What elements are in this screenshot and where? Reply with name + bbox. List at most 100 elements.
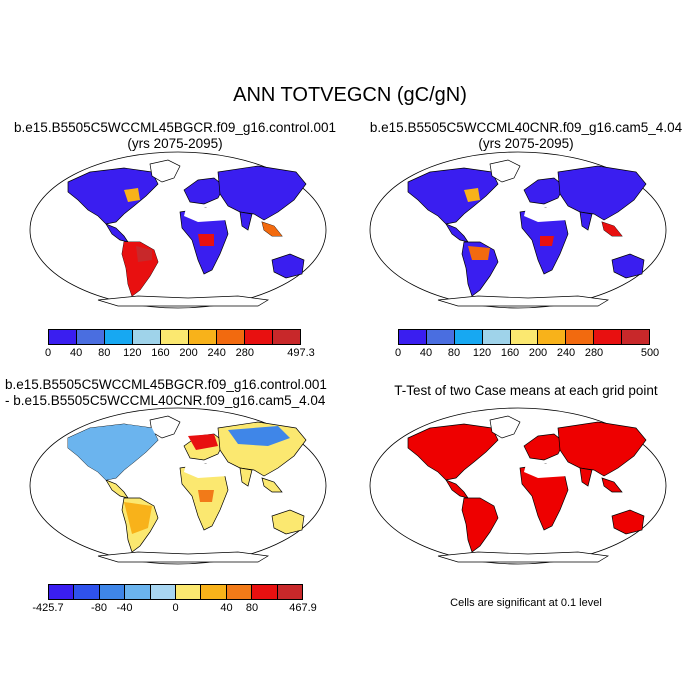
panel2-title-line1: b.e15.B5505C5WCCML40CNR.f09_g16.cam5_4.0… <box>369 120 683 135</box>
colorbar-swatch <box>189 330 217 344</box>
panel2-colorbar-ticks: 0 40 80 120 160 200 240 280 500 <box>394 347 659 361</box>
landmass-seasia <box>261 477 283 493</box>
colorbar-swatch <box>105 330 133 344</box>
landmass-antarctica <box>97 295 270 307</box>
colorbar-tick-label: 500 <box>640 347 660 359</box>
panel3-map <box>29 407 327 565</box>
colorbar-swatch <box>226 585 253 599</box>
not-significant-region <box>524 464 568 478</box>
value-region <box>228 426 290 446</box>
value-region <box>68 424 158 480</box>
colorbar-tick-label: 40 <box>69 347 83 359</box>
colorbar-tick-label: 0 <box>44 347 52 359</box>
colorbar-tick-label: 0 <box>172 602 179 614</box>
landmass-greenland <box>149 159 181 183</box>
panel3-colorbar <box>48 584 303 600</box>
colorbar-tick-label: 120 <box>472 347 492 359</box>
panel1-colorbar <box>48 329 301 345</box>
panel1-map <box>29 151 327 309</box>
value-region <box>262 222 282 236</box>
landmass-greenland <box>489 159 521 183</box>
colorbar-tick-label: 0 <box>394 347 402 359</box>
colorbar-swatch <box>125 585 151 599</box>
panel1-title-line1: b.e15.B5505C5WCCML45BGCR.f09_g16.control… <box>14 120 336 135</box>
value-region <box>188 434 218 450</box>
colorbar-tick-label: 497.3 <box>287 347 315 359</box>
colorbar-tick-label: 80 <box>447 347 461 359</box>
no-data-region <box>184 464 228 478</box>
colorbar-swatch <box>277 585 303 599</box>
colorbar-swatch <box>426 330 455 344</box>
landmass-antarctica <box>437 295 610 307</box>
landmass-india <box>579 211 593 231</box>
colorbar-tick-label: 280 <box>584 347 604 359</box>
colorbar-tick-label: 160 <box>151 347 170 359</box>
colorbar-tick-label: 200 <box>528 347 548 359</box>
landmass-australia <box>271 253 305 279</box>
value-region <box>124 188 140 202</box>
landmass-australia <box>611 253 645 279</box>
colorbar-tick-label: 467.9 <box>289 602 317 614</box>
colorbar-swatch <box>74 585 100 599</box>
panel2-map <box>369 151 667 309</box>
landmass-asia <box>217 165 307 221</box>
colorbar-tick-label: -80 <box>91 602 107 614</box>
colorbar-swatch <box>150 585 177 599</box>
colorbar-swatch <box>77 330 105 344</box>
colorbar-tick-label: 160 <box>500 347 520 359</box>
panel3-colorbar-ticks: -425.7 -80 -40 0 40 80 467.9 <box>32 602 316 616</box>
colorbar-swatch <box>510 330 539 344</box>
landmass-australia <box>611 509 645 535</box>
colorbar-swatch <box>594 330 623 344</box>
colorbar-tick-label: 80 <box>98 347 111 359</box>
landmass-namerica <box>407 423 499 481</box>
landmass-asia <box>557 421 647 477</box>
colorbar-swatch <box>176 585 202 599</box>
colorbar-tick-label: 280 <box>235 347 254 359</box>
colorbar-swatch <box>245 330 273 344</box>
colorbar-swatch <box>49 585 75 599</box>
colorbar-swatch <box>538 330 567 344</box>
panel3-title-line2: - b.e15.B5505C5WCCML40CNR.f09_g16.cam5_4… <box>5 393 326 408</box>
landmass-india <box>239 467 253 487</box>
value-region <box>602 222 622 236</box>
colorbar-swatch <box>161 330 189 344</box>
landmass-asia <box>557 165 647 221</box>
landmass-seasia <box>601 477 623 493</box>
panel2-title-line2: (yrs 2075-2095) <box>478 136 574 151</box>
colorbar-swatch <box>622 330 650 344</box>
colorbar-swatch <box>99 585 126 599</box>
significance-note: Cells are significant at 0.1 level <box>450 597 602 609</box>
panel4-title: T-Test of two Case means at each grid po… <box>394 383 658 398</box>
figure-title: ANN TOTVEGCN (gC/gN) <box>233 84 467 106</box>
landmass-namerica <box>67 167 159 225</box>
colorbar-tick-label: 240 <box>207 347 226 359</box>
value-region <box>136 246 152 262</box>
panel1-title-line2: (yrs 2075-2095) <box>127 136 223 151</box>
panel3-title-line1: b.e15.B5505C5WCCML45BGCR.f09_g16.control… <box>5 377 327 392</box>
colorbar-swatch <box>252 585 278 599</box>
value-region <box>468 246 490 260</box>
landmass-samerica <box>461 497 499 553</box>
colorbar-swatch <box>566 330 595 344</box>
value-region <box>198 490 214 502</box>
colorbar-tick-label: 240 <box>556 347 576 359</box>
no-data-region <box>184 208 228 222</box>
landmass-antarctica <box>97 551 270 563</box>
colorbar-tick-label: -40 <box>116 602 133 614</box>
colorbar-swatch <box>273 330 300 344</box>
colorbar-tick-label: 40 <box>220 602 233 614</box>
colorbar-swatch <box>482 330 511 344</box>
colorbar-tick-label: 40 <box>419 347 433 359</box>
landmass-australia <box>271 509 305 535</box>
panel1-colorbar-ticks: 0 40 80 120 160 200 240 280 497.3 <box>44 347 315 361</box>
value-region <box>124 502 152 534</box>
colorbar-tick-label: 200 <box>179 347 198 359</box>
value-region <box>464 188 480 202</box>
landmass-india <box>239 211 253 231</box>
colorbar-swatch <box>399 330 427 344</box>
colorbar-tick-label: -425.7 <box>32 602 64 614</box>
panel2-colorbar <box>398 329 650 345</box>
value-region <box>198 234 214 246</box>
colorbar-tick-label: 80 <box>245 602 259 614</box>
